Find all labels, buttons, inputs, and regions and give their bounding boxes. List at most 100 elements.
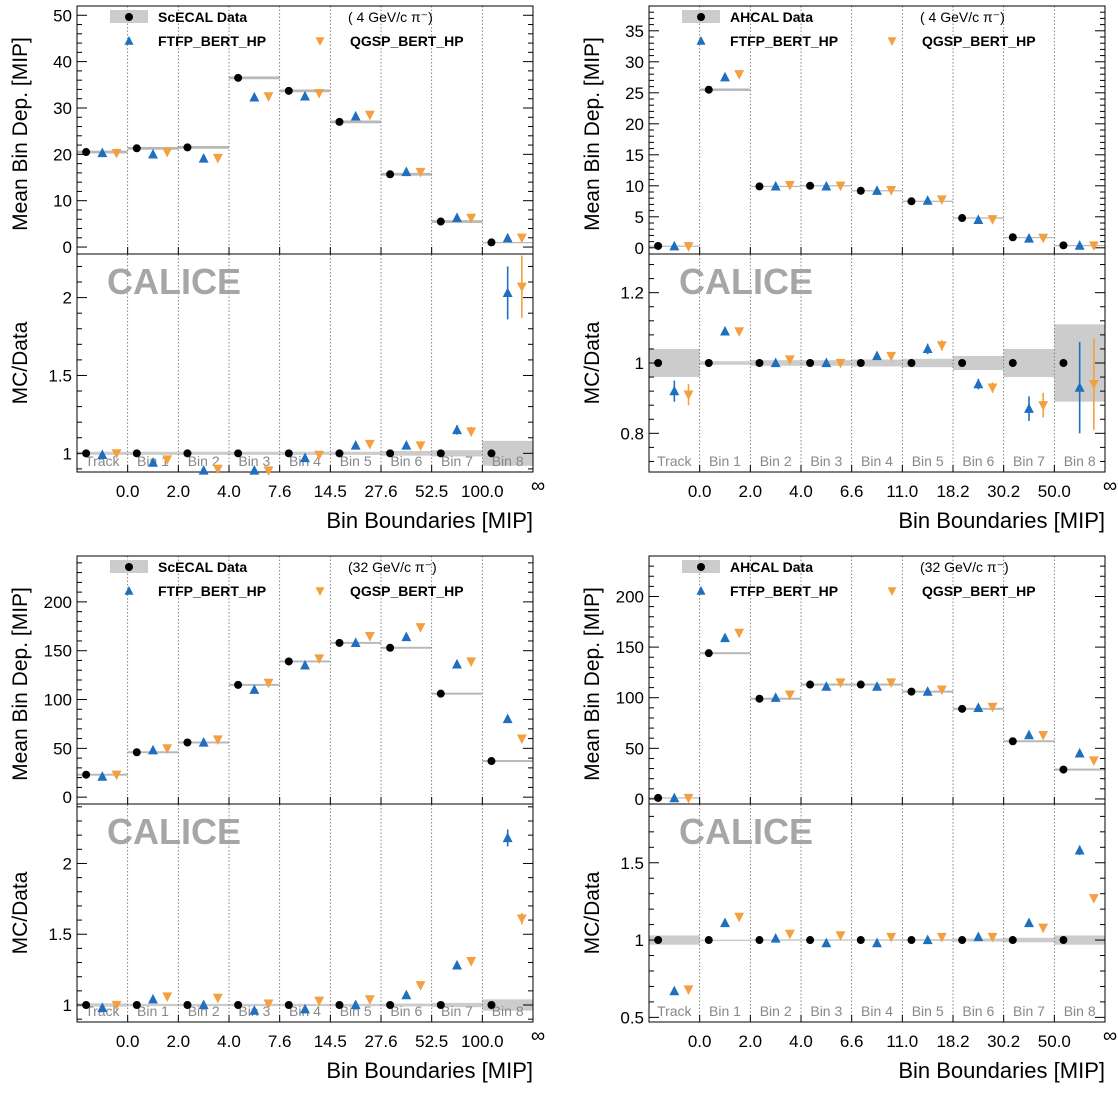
data-point — [1059, 765, 1068, 774]
ftfp-ratio-point — [872, 350, 882, 361]
ftfp-point — [1074, 240, 1085, 250]
qgsp-point — [936, 685, 947, 696]
data-point — [436, 689, 445, 698]
qgsp-point — [162, 147, 173, 158]
ratio-data-point — [856, 359, 865, 367]
ftfp-ratio-point — [1024, 917, 1034, 928]
boundary-label: 2.0 — [167, 1032, 191, 1051]
bin-label: Bin 6 — [962, 453, 994, 469]
calice-watermark: CALICE — [679, 261, 813, 302]
bin-label: Bin 8 — [492, 1003, 524, 1019]
ftfp-ratio-point — [1074, 844, 1085, 855]
qgsp-ratio-point — [1088, 894, 1099, 904]
legend-qgsp-label: QGSP_BERT_HP — [350, 583, 464, 599]
y-tick-label: 200 — [616, 587, 644, 606]
boundary-label: 7.6 — [268, 482, 292, 501]
ftfp-point — [872, 185, 882, 195]
ftfp-ratio-point — [300, 1003, 310, 1014]
data-point — [958, 704, 967, 713]
qgsp-ratio-point — [886, 351, 897, 362]
ratio-data-point — [654, 936, 663, 945]
energy-label: ( 4 GeV/c π⁻) — [348, 9, 433, 25]
boundary-label: 0.0 — [688, 482, 712, 501]
data-level — [381, 646, 432, 649]
data-point — [82, 770, 91, 779]
ftfp-ratio-point — [148, 457, 158, 467]
legend-qgsp-marker — [887, 37, 897, 46]
ftfp-point — [350, 110, 361, 121]
ratio-data-point — [487, 449, 496, 458]
ratio-data-point — [183, 449, 192, 458]
ratio-data-point — [958, 936, 967, 945]
y-tick-label: 5 — [635, 208, 644, 227]
ftfp-ratio-point — [300, 452, 310, 463]
ftfp-ratio-point — [148, 993, 158, 1004]
boundary-label: 27.6 — [364, 1032, 397, 1051]
data-point — [335, 117, 344, 126]
x-axis-label: Bin Boundaries [MIP] — [898, 508, 1105, 533]
bin-label: Bin 8 — [1064, 1003, 1096, 1019]
boundary-label: 0.0 — [116, 482, 140, 501]
ftfp-point — [770, 180, 781, 191]
qgsp-point — [263, 678, 274, 689]
legend-qgsp-label: QGSP_BERT_HP — [350, 33, 464, 49]
legend-qgsp-label: QGSP_BERT_HP — [922, 33, 1036, 49]
boundary-label: 4.0 — [789, 1032, 813, 1051]
ftfp-point — [669, 792, 680, 803]
ratio-band — [649, 935, 700, 945]
data-point — [487, 757, 496, 766]
legend-data-marker — [697, 563, 705, 571]
bin-label: Bin 3 — [810, 453, 842, 469]
ftfp-ratio-point — [720, 325, 730, 336]
ftfp-point — [452, 658, 462, 669]
data-level — [330, 120, 381, 124]
qgsp-ratio-point — [516, 914, 527, 925]
y-tick-label: 150 — [44, 642, 72, 661]
boundary-label: ∞ — [531, 1025, 545, 1047]
qgsp-ratio-point — [263, 999, 274, 1010]
ratio-band — [381, 1003, 432, 1007]
qgsp-ratio-point — [734, 327, 745, 337]
y-tick-label: 15 — [625, 146, 644, 165]
ftfp-ratio-point — [669, 385, 680, 396]
data-point — [132, 144, 141, 153]
ratio-data-point — [958, 359, 967, 367]
ftfp-point — [872, 681, 882, 691]
qgsp-ratio-point — [936, 341, 947, 351]
qgsp-point — [263, 92, 274, 102]
ratio-band — [1054, 935, 1105, 945]
y-tick-label: 1.5 — [48, 925, 72, 944]
top-frame — [648, 555, 1106, 805]
ftfp-point — [669, 240, 680, 251]
bin-label: Bin 6 — [390, 453, 422, 469]
y-tick-label: 0 — [63, 788, 72, 807]
ftfp-ratio-point — [1024, 403, 1034, 413]
legend-qgsp-marker — [315, 587, 325, 596]
bin-label: Bin 1 — [137, 1003, 169, 1019]
qgsp-point — [1038, 233, 1049, 244]
data-point — [704, 649, 713, 658]
ftfp-point — [973, 702, 984, 712]
data-point — [234, 680, 243, 689]
qgsp-point — [886, 186, 897, 196]
qgsp-point — [314, 89, 325, 99]
y-tick-label: 20 — [53, 145, 72, 164]
qgsp-ratio-point — [314, 450, 325, 461]
boundary-label: 14.5 — [314, 482, 347, 501]
qgsp-point — [1088, 756, 1099, 766]
ratio-data-point — [907, 936, 916, 945]
bin-label: Bin 7 — [441, 1003, 473, 1019]
y-tick-label: 30 — [625, 53, 644, 72]
y-tick-label: 150 — [616, 638, 644, 657]
bin-label: Bin 7 — [441, 453, 473, 469]
y-axis-label-top: Mean Bin Dep. [MIP] — [9, 587, 32, 781]
legend-data-marker — [125, 13, 133, 21]
ratio-data-point — [1008, 936, 1017, 945]
data-level — [431, 692, 483, 695]
qgsp-point — [987, 215, 998, 225]
ftfp-point — [198, 736, 209, 747]
qgsp-ratio-point — [415, 441, 426, 452]
ratio-band — [330, 451, 381, 455]
qgsp-point — [364, 631, 375, 642]
